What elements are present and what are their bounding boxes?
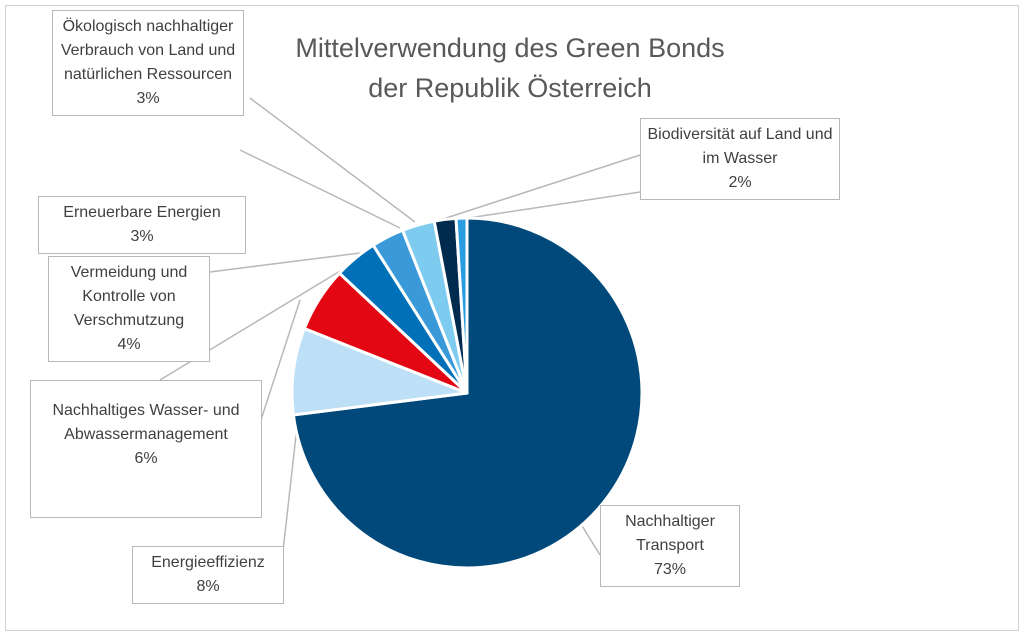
label-value: 3% <box>136 90 160 107</box>
label-text: Biodiversität auf Land und im Wasser <box>647 126 833 167</box>
label-value: 73% <box>653 561 687 578</box>
leader-line-erneuerbare <box>209 251 369 273</box>
label-value: 8% <box>196 578 220 595</box>
chart-title: Mittelverwendung des Green Bonds der Rep… <box>240 28 780 108</box>
label-text: Energieeffizienz <box>151 554 265 571</box>
label-text: Nachhaltiges Wasser- und Abwassermanagem… <box>52 402 240 443</box>
label-vermeidung: Vermeidung und Kontrolle von Verschmutzu… <box>48 256 210 362</box>
label-erneuerbare: Erneuerbare Energien 3% <box>38 196 246 254</box>
title-line-1: Mittelverwendung des Green Bonds <box>295 33 725 63</box>
label-value: 6% <box>134 450 158 467</box>
label-text: Vermeidung und Kontrolle von Verschmutzu… <box>70 264 188 329</box>
leader-line-biodiversitaet <box>439 154 641 221</box>
title-line-2: der Republik Österreich <box>368 73 652 103</box>
label-text: Erneuerbare Energien <box>63 204 221 221</box>
leader-line-oekologisch <box>239 149 401 229</box>
label-biodiversitaet: Biodiversität auf Land und im Wasser 2% <box>640 118 840 200</box>
label-text: Ökologisch nachhaltiger Verbrauch von La… <box>60 18 236 83</box>
chart-frame <box>5 5 1019 631</box>
label-transport: Nachhaltiger Transport 73% <box>600 505 740 587</box>
label-value: 3% <box>130 228 154 245</box>
label-text: Nachhaltiger Transport <box>625 513 715 554</box>
leader-line-oekologisch-2 <box>249 97 416 223</box>
label-oekologisch: Ökologisch nachhaltiger Verbrauch von La… <box>52 10 244 116</box>
label-energieeffizienz: Energieeffizienz 8% <box>132 546 284 604</box>
label-wasser: Nachhaltiges Wasser- und Abwassermanagem… <box>30 380 262 518</box>
pie-slice-7 <box>454 216 469 394</box>
leader-line-small <box>454 191 641 221</box>
label-value: 4% <box>117 336 141 353</box>
label-value: 2% <box>728 174 752 191</box>
